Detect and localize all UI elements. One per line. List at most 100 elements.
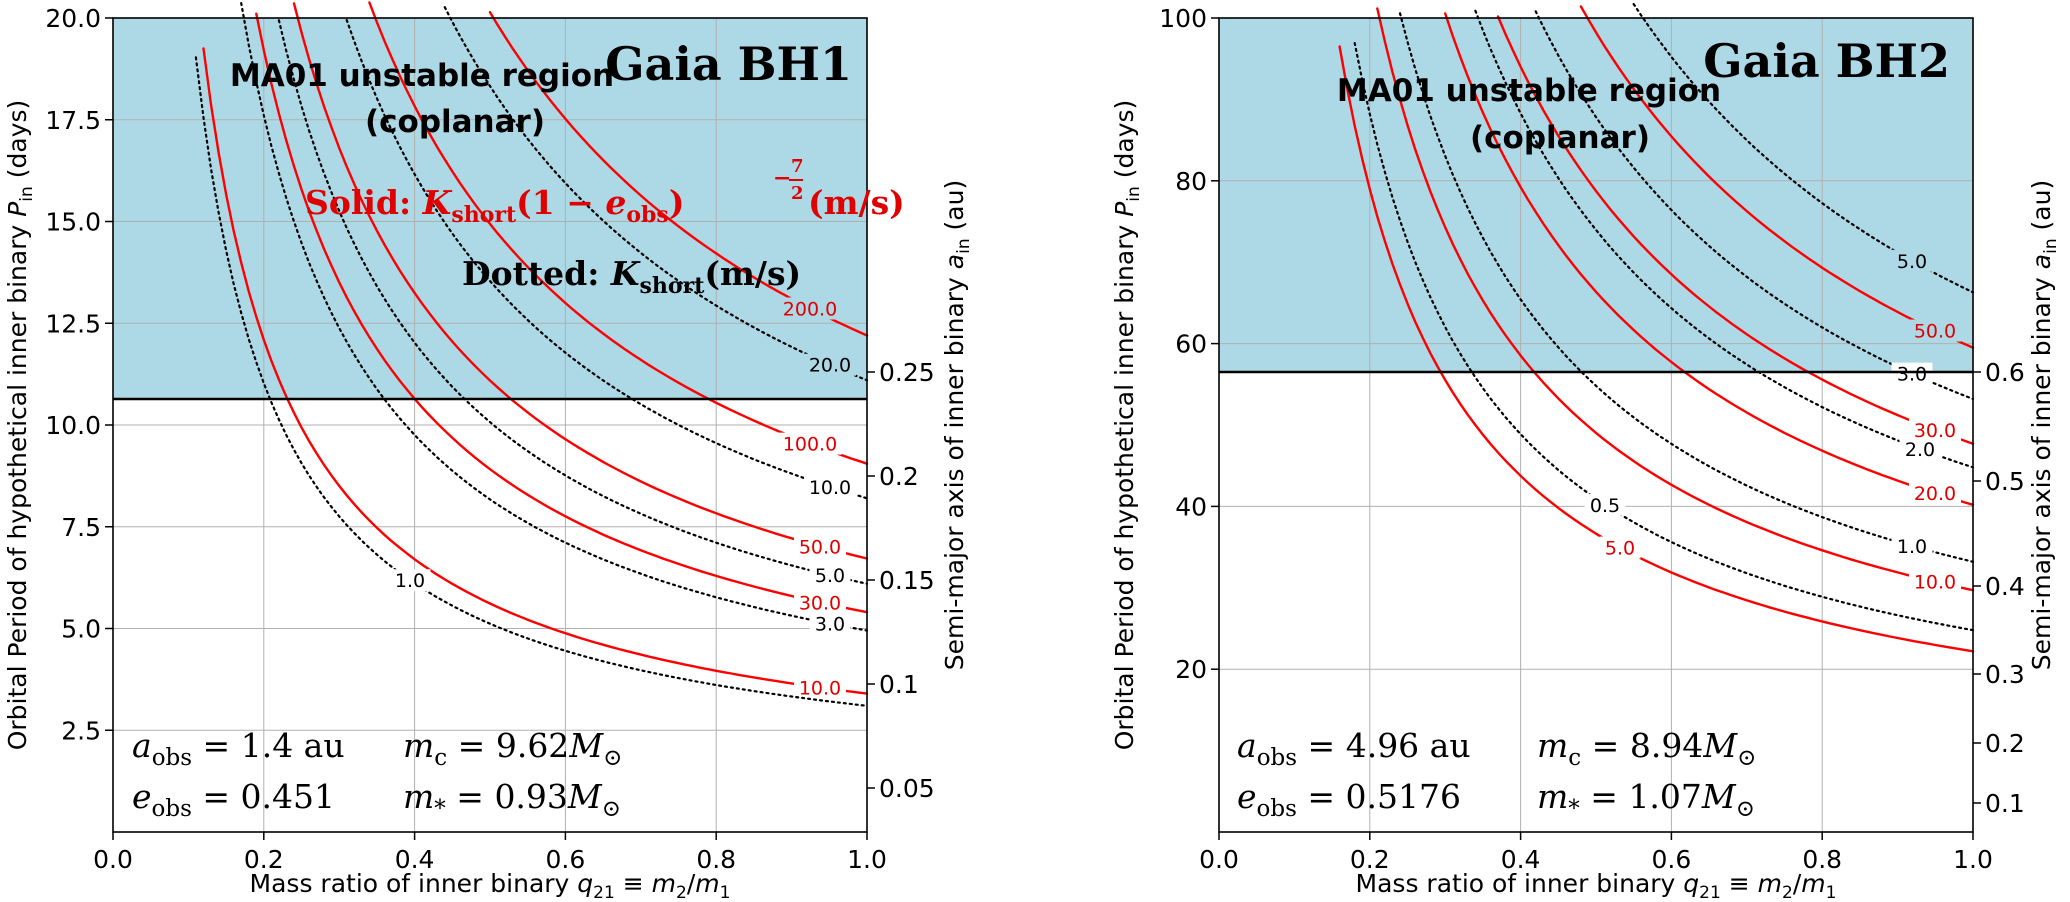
y-axis-label: Orbital Period of hypothetical inner bin… <box>1110 100 1144 751</box>
y-tick-label: 12.5 <box>45 309 101 338</box>
unstable-region-label-line2: (coplanar) <box>1470 120 1650 156</box>
panel-title: Gaia BH1 <box>605 37 852 91</box>
svg-text:7: 7 <box>791 156 804 177</box>
y-tick-label: 20.0 <box>45 4 101 33</box>
contour-label-bg <box>794 535 846 558</box>
x-tick-label: 0.2 <box>244 845 284 874</box>
dotted-curve-1.0 <box>1398 12 1975 563</box>
contour-label-bg <box>389 569 431 592</box>
contour-label-bg <box>1899 438 1941 461</box>
ticks: 0.0 0.2 0.4 0.6 0.8 1.0 20 40 60 80 100 0.1 0.2 0.3 0.… <box>1159 4 2024 874</box>
x-axis-label: Mass ratio of inner binary q21 ≡ m2/m1 <box>250 869 731 902</box>
solid-curve-10.0 <box>202 47 869 695</box>
curves: 5.0 10.0 20.0 30.0 50.0 0.5 1.0 2.0 3.0 5.0 <box>1338 2 1975 653</box>
contour-label: 10.0 <box>1914 572 1956 594</box>
dotted-curve-20.0 <box>443 6 869 382</box>
contour-label-bg <box>1909 319 1961 342</box>
contour-label-bg <box>1891 362 1933 385</box>
contour-label: 5.0 <box>1897 251 1927 273</box>
svg-text:mc = 8.94M⊙: mc = 8.94M⊙ <box>1537 726 1756 771</box>
unstable-region-label-line1: MA01 unstable region <box>230 58 614 94</box>
unstable-region-fill <box>113 18 867 399</box>
right-tick-label: 0.3 <box>1985 660 2025 689</box>
contour-label-bg <box>778 432 842 455</box>
solid-curve-50.0 <box>292 2 869 560</box>
y-axis-right-label: Semi-major axis of inner binary ain (au) <box>940 180 974 670</box>
contour-label-bg <box>1584 493 1626 516</box>
panel-gaia-bh2: 5.010.020.030.050.00.51.02.03.05.0 0.0 0.… <box>1110 2 2061 902</box>
x-tick-label: 0.0 <box>93 845 133 874</box>
x-tick-label: 0.2 <box>1350 845 1390 874</box>
dotted-curve-5.0 <box>277 19 869 585</box>
svg-text:eobs = 0.451: eobs = 0.451 <box>132 777 335 822</box>
y-tick-label: 60 <box>1175 330 1207 359</box>
contour-label: 30.0 <box>799 593 841 615</box>
solid-curve-10.0 <box>1376 7 1975 592</box>
panel-title: Gaia BH2 <box>1703 34 1950 88</box>
dotted-curve-2.0 <box>1474 9 1975 469</box>
svg-text:Dotted: Kshort(m/s): Dotted: Kshort(m/s) <box>462 254 801 299</box>
svg-text:m* = 0.93M⊙: m* = 0.93M⊙ <box>403 777 621 822</box>
x-tick-label: 0.8 <box>696 845 736 874</box>
right-tick-label: 0.6 <box>1985 358 2025 387</box>
y-tick-label: 10.0 <box>45 411 101 440</box>
y-tick-label: 40 <box>1175 492 1207 521</box>
contour-label: 200.0 <box>783 298 837 320</box>
y-tick-label: 7.5 <box>61 513 101 542</box>
dotted-curve-5.0 <box>1632 2 1975 294</box>
contour-label: 1.0 <box>395 570 425 592</box>
right-tick-label: 0.2 <box>1985 729 2025 758</box>
contour-label-bg <box>1891 534 1933 557</box>
contour-label-bg <box>1891 249 1933 272</box>
contour-label-bg <box>804 475 856 498</box>
svg-text:eobs = 0.5176: eobs = 0.5176 <box>1237 777 1461 822</box>
x-tick-label: 0.8 <box>1802 845 1842 874</box>
unstable-region-label-line2: (coplanar) <box>365 104 545 140</box>
contour-label: 50.0 <box>799 536 841 558</box>
contour-label: 0.5 <box>1590 495 1620 517</box>
right-tick-label: 0.4 <box>1985 572 2025 601</box>
contour-label: 20.0 <box>1914 483 1956 505</box>
svg-text:mc = 9.62M⊙: mc = 9.62M⊙ <box>403 726 622 771</box>
dotted-curve-1.0 <box>194 56 869 707</box>
x-tick-label: 0.6 <box>1652 845 1692 874</box>
svg-text:2: 2 <box>791 183 804 204</box>
contour-label-bg <box>1909 482 1961 505</box>
y-tick-label: 17.5 <box>45 106 101 135</box>
dotted-curve-0.5 <box>1353 42 1975 632</box>
contour-label: 50.0 <box>1914 321 1956 343</box>
solid-curve-50.0 <box>1579 5 1975 349</box>
right-tick-label: 0.15 <box>879 566 935 595</box>
contour-label: 10.0 <box>799 678 841 700</box>
solid-curve-30.0 <box>1496 15 1975 445</box>
y-tick-label: 15.0 <box>45 208 101 237</box>
contour-label: 3.0 <box>1897 364 1927 386</box>
svg-text:(m/s): (m/s) <box>808 183 905 222</box>
contour-label: 100.0 <box>783 434 837 456</box>
panel-gaia-bh1: 10.0 30.0 50.0 100.0 200.0 1.0 3.0 5.0 10.0 20.0 … <box>3 1 974 902</box>
right-tick-label: 0.5 <box>1985 467 2025 496</box>
legend-solid: Solid: Kshort(1 − eobs) − 7 2 (m/s) <box>305 156 905 228</box>
y-tick-label: 20 <box>1175 655 1207 684</box>
ticks: 0.0 0.2 0.4 0.6 0.8 1.0 2.5 5.0 7.5 10.0 12.5 15.0 1… <box>45 4 934 874</box>
y-tick-label: 80 <box>1175 167 1207 196</box>
contour-label-bg <box>778 297 842 320</box>
solid-curve-5.0 <box>1338 45 1975 653</box>
right-tick-label: 0.1 <box>879 670 919 699</box>
x-tick-label: 1.0 <box>1953 845 1993 874</box>
x-tick-label: 1.0 <box>847 845 887 874</box>
y-tick-label: 2.5 <box>61 716 101 745</box>
contour-label-bg <box>794 676 846 699</box>
contour-label: 1.0 <box>1897 536 1927 558</box>
y-tick-label: 100 <box>1159 4 1207 33</box>
x-tick-label: 0.4 <box>1501 845 1541 874</box>
y-axis-right-label: Semi-major axis of inner binary ain (au) <box>2027 180 2061 670</box>
dotted-curve-3.0 <box>240 2 869 632</box>
params-block: aobs = 4.96 au mc = 8.94M⊙ eobs = 0.5176… <box>1237 726 1756 822</box>
solid-curve-20.0 <box>1444 12 1975 506</box>
params-block: aobs = 1.4 au mc = 9.62M⊙ eobs = 0.451 m… <box>132 726 622 822</box>
right-tick-label: 0.1 <box>1985 789 2025 818</box>
x-tick-label: 0.6 <box>546 845 586 874</box>
contour-label-bg <box>1599 536 1641 559</box>
svg-text:−: − <box>773 165 791 191</box>
